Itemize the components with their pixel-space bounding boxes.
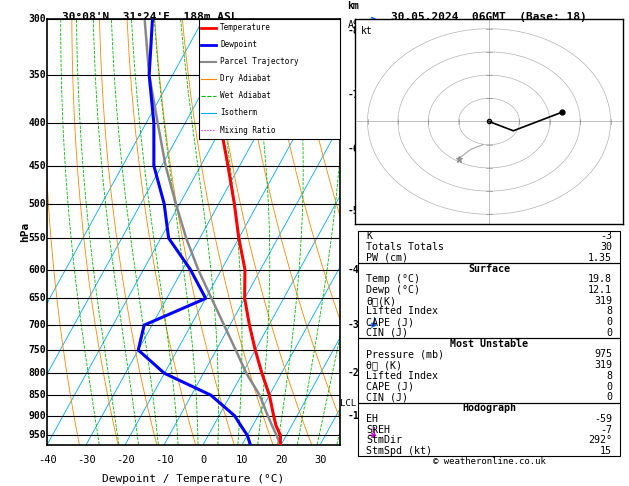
Text: 19.8: 19.8 [588, 274, 612, 284]
Text: Most Unstable: Most Unstable [450, 339, 528, 348]
Text: Dewp (°C): Dewp (°C) [366, 285, 420, 295]
Text: Isotherm: Isotherm [220, 108, 257, 118]
Text: 350: 350 [28, 70, 46, 80]
Text: 30.05.2024  06GMT  (Base: 18): 30.05.2024 06GMT (Base: 18) [391, 12, 587, 22]
Text: Pressure (mb): Pressure (mb) [366, 349, 444, 360]
Text: 975: 975 [594, 349, 612, 360]
Text: 292°: 292° [588, 435, 612, 445]
Text: CIN (J): CIN (J) [366, 328, 408, 338]
Text: 650: 650 [28, 294, 46, 303]
Text: Mixing Ratio: Mixing Ratio [220, 125, 276, 135]
Text: -5: -5 [348, 206, 359, 216]
Text: hPa: hPa [20, 222, 30, 242]
Text: 10: 10 [236, 455, 248, 465]
Text: -10: -10 [155, 455, 174, 465]
Text: 15: 15 [600, 446, 612, 456]
Text: -2: -2 [348, 368, 359, 378]
Text: 8: 8 [606, 371, 612, 381]
Text: EH: EH [366, 414, 378, 424]
Text: Dry Adiabat: Dry Adiabat [220, 74, 271, 84]
Text: ASL: ASL [348, 20, 365, 30]
Text: -3: -3 [348, 320, 359, 330]
Text: 0: 0 [200, 455, 206, 465]
Text: Lifted Index: Lifted Index [366, 371, 438, 381]
Text: 500: 500 [28, 199, 46, 209]
Text: 850: 850 [28, 390, 46, 400]
Text: 319: 319 [594, 360, 612, 370]
Text: CAPE (J): CAPE (J) [366, 317, 414, 327]
Text: Dewpoint: Dewpoint [220, 40, 257, 50]
Text: LCL: LCL [340, 399, 357, 408]
Text: kt: kt [361, 26, 372, 35]
Text: -3: -3 [600, 231, 612, 242]
Text: Surface: Surface [468, 263, 510, 274]
Bar [358, 263, 620, 338]
Text: -6: -6 [348, 144, 359, 155]
Text: 20: 20 [275, 455, 287, 465]
Bar [358, 403, 620, 456]
Text: -59: -59 [594, 414, 612, 424]
Text: 1.35: 1.35 [588, 253, 612, 263]
Text: θᴄ (K): θᴄ (K) [366, 360, 402, 370]
Text: 900: 900 [28, 411, 46, 421]
Text: 450: 450 [28, 161, 46, 171]
Text: 600: 600 [28, 264, 46, 275]
Text: © weatheronline.co.uk: © weatheronline.co.uk [433, 457, 545, 466]
Text: 400: 400 [28, 118, 46, 128]
Text: 30°08'N  31°24'E  188m ASL: 30°08'N 31°24'E 188m ASL [62, 12, 237, 22]
Text: 700: 700 [28, 320, 46, 330]
Text: -7: -7 [348, 90, 359, 100]
Text: km: km [348, 1, 359, 11]
Text: Hodograph: Hodograph [462, 403, 516, 413]
Text: StmDir: StmDir [366, 435, 402, 445]
Text: CIN (J): CIN (J) [366, 392, 408, 402]
Text: 950: 950 [28, 430, 46, 440]
Text: -1: -1 [348, 411, 359, 421]
Bar [358, 231, 620, 263]
Text: Temperature: Temperature [220, 23, 271, 33]
Text: StmSpd (kt): StmSpd (kt) [366, 446, 432, 456]
Text: 300: 300 [28, 15, 46, 24]
Text: 550: 550 [28, 233, 46, 243]
Text: 0: 0 [606, 317, 612, 327]
Text: -40: -40 [38, 455, 57, 465]
Text: 319: 319 [594, 296, 612, 306]
Text: K: K [366, 231, 372, 242]
Text: θᴄ(K): θᴄ(K) [366, 296, 396, 306]
Text: 30: 30 [600, 242, 612, 252]
Text: 8: 8 [606, 307, 612, 316]
Text: 0: 0 [606, 382, 612, 392]
Text: 750: 750 [28, 345, 46, 355]
Text: -7: -7 [600, 425, 612, 434]
Text: -4: -4 [348, 264, 359, 275]
Text: 0: 0 [606, 392, 612, 402]
Text: -30: -30 [77, 455, 96, 465]
Text: 30: 30 [314, 455, 326, 465]
Text: -20: -20 [116, 455, 135, 465]
Text: 12.1: 12.1 [588, 285, 612, 295]
Text: PW (cm): PW (cm) [366, 253, 408, 263]
Text: 0: 0 [606, 328, 612, 338]
Text: 800: 800 [28, 368, 46, 378]
Text: Parcel Trajectory: Parcel Trajectory [220, 57, 299, 67]
Text: Lifted Index: Lifted Index [366, 307, 438, 316]
Text: SREH: SREH [366, 425, 390, 434]
Text: Wet Adiabat: Wet Adiabat [220, 91, 271, 101]
Text: CAPE (J): CAPE (J) [366, 382, 414, 392]
Text: Temp (°C): Temp (°C) [366, 274, 420, 284]
Text: Totals Totals: Totals Totals [366, 242, 444, 252]
Text: Dewpoint / Temperature (°C): Dewpoint / Temperature (°C) [103, 474, 284, 485]
Text: -8: -8 [348, 26, 359, 36]
Bar [358, 338, 620, 403]
